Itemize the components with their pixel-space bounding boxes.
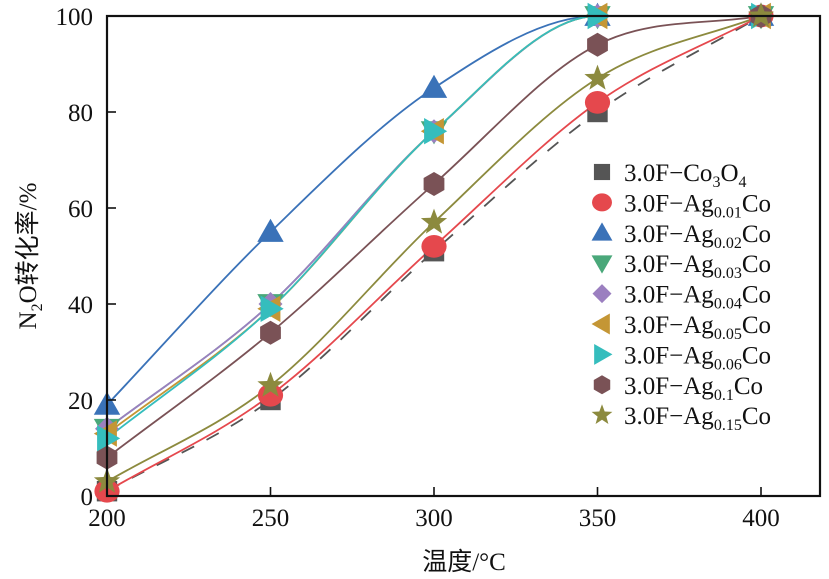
series-line — [106, 15, 762, 492]
plot-frame — [105, 14, 822, 498]
x-axis-title: 温度/°C — [422, 548, 506, 576]
legend-item: 3.0F−Ag0.03Co — [591, 251, 771, 282]
x-tick-label: 250 — [252, 505, 290, 532]
data-point-star — [257, 371, 284, 397]
data-point-circle — [421, 235, 447, 258]
y-axis-title-sub: 2 — [29, 303, 46, 311]
legend-label: 3.0F−Ag0.04Co — [624, 282, 771, 313]
legend-marker-hexagon — [593, 375, 611, 395]
legend-marker-star — [591, 404, 613, 425]
legend-label: 3.0F−Ag0.15Co — [624, 403, 771, 434]
legend-marker-triangle-left — [591, 313, 610, 335]
x-tick-label: 400 — [742, 505, 780, 532]
y-tick-label: 0 — [81, 484, 94, 511]
legend-item: 3.0F−Ag0.01Co — [592, 190, 771, 221]
y-axis-title-rest: O转化率/% — [14, 183, 42, 304]
y-tick-label: 60 — [68, 196, 93, 223]
legend-marker-triangle-up — [591, 222, 613, 241]
y-tick-label: 80 — [68, 100, 93, 127]
legend-label: 3.0F−Ag0.1Co — [624, 373, 763, 404]
y-axis: 0 20 40 60 80 100 — [56, 4, 116, 511]
legend-item: 3.0F−Ag0.05Co — [591, 312, 771, 343]
legend-marker-circle — [592, 193, 612, 212]
x-axis: 200 250 300 350 400 — [88, 487, 780, 532]
legend-marker-diamond — [592, 284, 612, 304]
data-point-hexagon — [423, 172, 445, 196]
data-point-triangle-right — [260, 295, 284, 322]
svg-text:N2O转化率/%: N2O转化率/% — [14, 183, 46, 330]
legend-label: 3.0F−Ag0.05Co — [624, 312, 771, 343]
x-tick-label: 350 — [579, 505, 617, 532]
data-point-circle — [584, 91, 611, 114]
legend: 3.0F−Co3O43.0F−Ag0.01Co3.0F−Ag0.02Co3.0F… — [591, 160, 771, 434]
data-point-star — [584, 64, 611, 90]
data-point-triangle-right — [424, 118, 448, 145]
legend-marker-triangle-right — [594, 343, 613, 365]
legend-item: 3.0F−Co3O4 — [593, 160, 747, 191]
data-point-hexagon — [587, 32, 608, 57]
legend-item: 3.0F−Ag0.06Co — [594, 342, 771, 373]
legend-item: 3.0F−Ag0.02Co — [591, 221, 771, 252]
data-point-star — [747, 2, 775, 28]
legend-label: 3.0F−Ag0.06Co — [624, 342, 771, 373]
data-point-triangle-right — [97, 425, 121, 452]
y-tick-label: 100 — [56, 4, 94, 31]
legend-item: 3.0F−Ag0.15Co — [591, 403, 771, 434]
y-axis-title-main: N — [15, 311, 42, 329]
y-axis-title: N2O转化率/% — [14, 183, 46, 330]
data-point-star — [420, 208, 448, 234]
legend-marker-triangle-down — [591, 255, 613, 274]
legend-item: 3.0F−Ag0.1Co — [593, 373, 763, 404]
legend-item: 3.0F−Ag0.04Co — [592, 282, 771, 313]
x-tick-label: 200 — [88, 505, 126, 532]
data-point-circle — [257, 383, 284, 407]
legend-label: 3.0F−Ag0.03Co — [624, 251, 771, 282]
x-tick-label: 300 — [415, 505, 453, 532]
data-point-triangle-up — [257, 218, 284, 242]
data-point-triangle-up — [420, 74, 448, 98]
legend-label: 3.0F−Ag0.02Co — [624, 221, 771, 252]
y-tick-label: 40 — [68, 292, 93, 319]
data-point-hexagon — [260, 320, 281, 345]
legend-label: 3.0F−Ag0.01Co — [624, 190, 771, 221]
legend-label: 3.0F−Co3O4 — [624, 160, 747, 191]
legend-marker-square — [593, 163, 611, 181]
y-tick-label: 20 — [68, 388, 93, 415]
